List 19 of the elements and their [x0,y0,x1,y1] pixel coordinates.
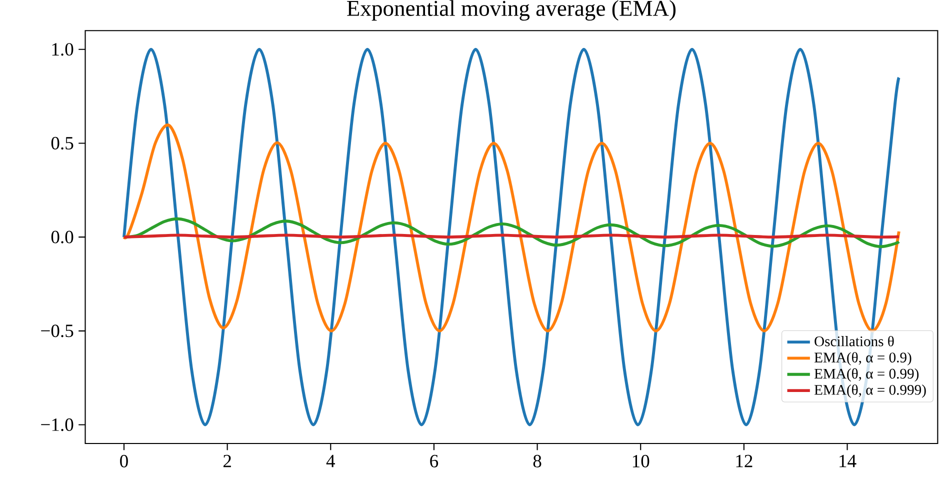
y-tick-label: 1.0 [52,42,74,56]
legend-label: EMA(θ, α = 0.9) [814,352,912,366]
x-tick-label: 2 [223,454,231,467]
x-tick-label: 12 [736,454,752,467]
y-tick-label: 0.5 [51,136,74,150]
x-tick-label: 10 [632,454,650,468]
legend-label: Oscillations θ [814,336,894,346]
chart-title: Exponential moving average (EMA) [347,0,676,20]
x-tick-label: 14 [840,454,856,467]
y-tick-label: 0.0 [51,230,74,244]
x-tick-label: 8 [533,454,542,468]
legend-label: EMA(θ, α = 0.999) [814,384,926,398]
x-tick-label: 6 [430,454,438,468]
legend-label: EMA(θ, α = 0.99) [814,368,919,382]
line-series [122,124,900,332]
x-tick-label: 4 [326,454,336,467]
x-tick-label: 0 [120,454,128,468]
y-tick-label: −1.0 [41,418,74,431]
y-tick-label: −0.5 [41,324,74,337]
